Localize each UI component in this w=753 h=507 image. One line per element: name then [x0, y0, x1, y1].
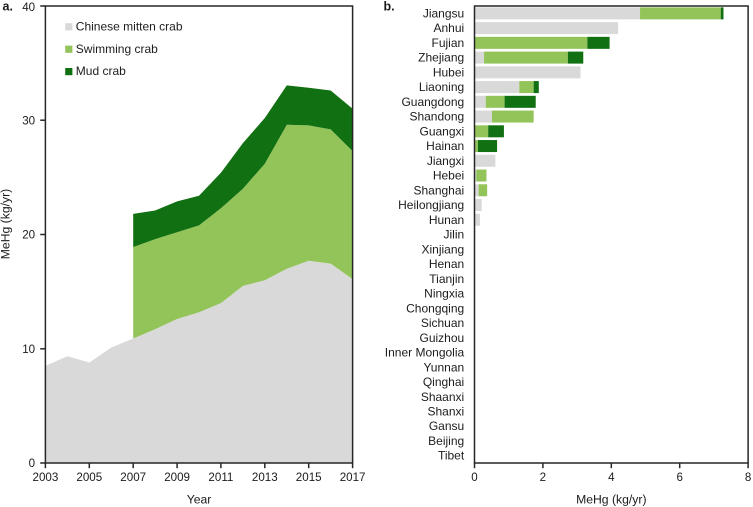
svg-text:MeHg (kg/yr): MeHg (kg/yr) — [576, 493, 646, 507]
svg-text:Guangxi: Guangxi — [419, 124, 464, 138]
svg-text:MeHg (kg/yr): MeHg (kg/yr) — [0, 189, 13, 259]
svg-text:Year: Year — [187, 493, 212, 507]
svg-text:Guangdong: Guangdong — [401, 95, 464, 109]
svg-text:Chongqing: Chongqing — [406, 301, 464, 315]
svg-text:4: 4 — [608, 471, 615, 484]
svg-text:Zhejiang: Zhejiang — [418, 51, 464, 65]
svg-text:Henan: Henan — [429, 257, 464, 271]
svg-text:Shanxi: Shanxi — [427, 405, 464, 419]
svg-text:Tianjin: Tianjin — [429, 272, 464, 286]
svg-text:Inner Mongolia: Inner Mongolia — [385, 346, 465, 360]
svg-text:Xinjiang: Xinjiang — [421, 242, 464, 256]
svg-text:Yunnan: Yunnan — [423, 360, 464, 374]
svg-text:2013: 2013 — [252, 471, 278, 484]
svg-text:Heilongjiang: Heilongjiang — [398, 198, 464, 212]
svg-text:Gansu: Gansu — [429, 419, 464, 433]
svg-text:10: 10 — [22, 343, 35, 356]
svg-text:2011: 2011 — [208, 471, 233, 484]
svg-text:2015: 2015 — [296, 471, 322, 484]
svg-text:Hainan: Hainan — [426, 139, 464, 153]
svg-text:Beijing: Beijing — [428, 434, 464, 448]
svg-text:Jiangsu: Jiangsu — [423, 7, 464, 21]
svg-text:40: 40 — [22, 1, 35, 14]
svg-text:Hubei: Hubei — [433, 65, 464, 79]
svg-text:Qinghai: Qinghai — [423, 375, 464, 389]
svg-text:Liaoning: Liaoning — [419, 80, 464, 94]
svg-text:Jiangxi: Jiangxi — [427, 154, 464, 168]
svg-text:0: 0 — [29, 457, 35, 470]
svg-text:0: 0 — [471, 471, 477, 484]
svg-text:b.: b. — [384, 0, 395, 14]
svg-text:Tibet: Tibet — [438, 449, 465, 463]
svg-text:Hebei: Hebei — [433, 169, 464, 183]
svg-text:Shandong: Shandong — [409, 110, 464, 124]
svg-text:Mud crab: Mud crab — [76, 64, 126, 78]
svg-text:Hunan: Hunan — [429, 213, 464, 227]
svg-text:Guizhou: Guizhou — [419, 331, 464, 345]
svg-text:Chinese mitten crab: Chinese mitten crab — [76, 19, 183, 33]
svg-text:Jilin: Jilin — [444, 228, 465, 242]
svg-text:2005: 2005 — [76, 471, 102, 484]
svg-text:30: 30 — [22, 115, 35, 128]
svg-text:a.: a. — [3, 0, 13, 14]
svg-text:Anhui: Anhui — [433, 21, 464, 35]
svg-text:20: 20 — [22, 229, 35, 242]
svg-text:Shanghai: Shanghai — [413, 183, 464, 197]
svg-text:2003: 2003 — [33, 471, 59, 484]
svg-text:2009: 2009 — [164, 471, 190, 484]
svg-text:6: 6 — [676, 471, 682, 484]
svg-text:Sichuan: Sichuan — [421, 316, 464, 330]
svg-text:2017: 2017 — [340, 471, 366, 484]
svg-text:Ningxia: Ningxia — [424, 287, 464, 301]
svg-text:2007: 2007 — [120, 471, 146, 484]
svg-text:8: 8 — [745, 471, 751, 484]
svg-text:2: 2 — [540, 471, 546, 484]
svg-text:Swimming crab: Swimming crab — [76, 42, 158, 56]
svg-text:Fujian: Fujian — [432, 36, 465, 50]
svg-text:Shaanxi: Shaanxi — [421, 390, 464, 404]
